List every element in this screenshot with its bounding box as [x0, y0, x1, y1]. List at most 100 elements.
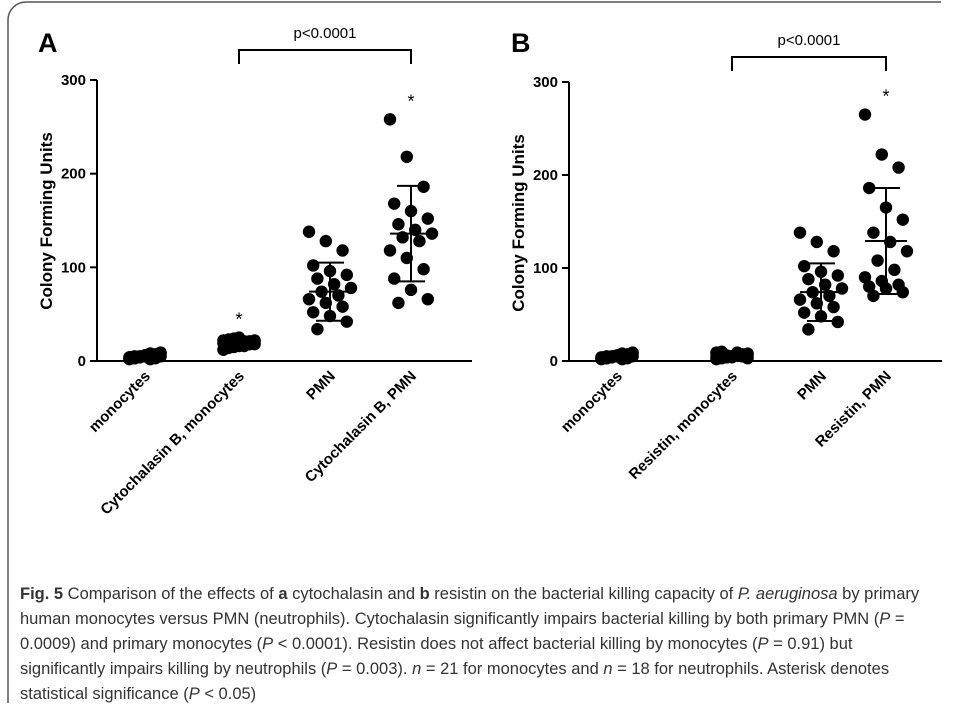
- data-point: [827, 300, 840, 314]
- data-point: [900, 245, 914, 258]
- caption-p-symbol: P: [188, 685, 200, 703]
- y-tick-label: 100: [61, 259, 86, 276]
- y-axis-title-a: Colony Forming Units: [37, 132, 56, 310]
- data-point: [404, 283, 418, 297]
- data-point: [311, 272, 324, 285]
- y-tick-label: 0: [550, 353, 558, 370]
- y-tick-label: 100: [533, 260, 558, 277]
- category-labels-b: monocytes Resistin, monocytes PMNResistin,…: [558, 368, 895, 483]
- caption-p-value: = 0.003).: [337, 660, 413, 678]
- significance-bracket-b: p<0.0001: [731, 32, 887, 71]
- caption-p-symbol: P: [326, 660, 338, 678]
- significance-bracket-a: p<0.0001: [238, 25, 412, 64]
- caption-panel-a-ref: a: [278, 585, 288, 603]
- y-tick-label: 200: [533, 167, 558, 184]
- caption-p-value: < 0.05): [199, 685, 257, 703]
- data-point: [793, 226, 807, 239]
- data-point: [307, 306, 320, 319]
- caption-n-symbol: n: [603, 660, 613, 678]
- data-point: [858, 108, 872, 121]
- significance-label: p<0.0001: [778, 32, 841, 49]
- data-point: [827, 245, 840, 258]
- data-point: [388, 272, 401, 285]
- caption-text-3: resistin on the bacterial killing capaci…: [429, 585, 738, 603]
- data-point: [319, 234, 332, 248]
- y-ticks-b: 0 100 200 300: [533, 74, 569, 370]
- significance-bracket-line: [238, 49, 412, 64]
- data-point: [340, 315, 353, 328]
- data-point: [892, 161, 905, 174]
- caption-fig-label: Fig. 5: [20, 585, 64, 603]
- category-label: Resistin, monocytes: [626, 368, 741, 483]
- data-point: [400, 150, 413, 164]
- y-ticks-a: 0 100 200 300: [61, 72, 97, 370]
- caption-p-symbol: P: [879, 610, 891, 628]
- data-point: [863, 280, 876, 293]
- data-point: [875, 148, 888, 161]
- data-point: [798, 259, 811, 273]
- data-point: [831, 269, 844, 282]
- data-point: [858, 271, 872, 284]
- frame-border: [7, 1, 941, 703]
- caption-n-value: = 21 for monocytes and: [421, 660, 604, 678]
- panel-letter-a: A: [38, 28, 58, 58]
- caption-p-value: = 0.91) but significantly impairs killin…: [20, 635, 853, 678]
- significance-star: *: [407, 91, 414, 111]
- data-point: [798, 306, 811, 319]
- category-label: monocytes: [86, 368, 154, 436]
- caption-text-4: by primary human monocytes versus PMN (n…: [20, 585, 920, 628]
- caption-p-value: < 0.0001). Resistin does not affect bact…: [273, 635, 758, 653]
- data-point: [383, 113, 397, 126]
- caption-p-symbol: P: [262, 635, 274, 653]
- y-tick-label: 300: [533, 74, 558, 91]
- data-point: [810, 297, 823, 310]
- data-point: [421, 212, 434, 225]
- data-point: [802, 272, 815, 286]
- error-bars-b: [596, 187, 907, 360]
- category-label: monocytes: [558, 368, 626, 436]
- y-axis-title-b: Colony Forming Units: [509, 134, 528, 312]
- caption-p-value: = 0.0009) and primary monocytes (: [20, 610, 905, 653]
- caption-n-symbol: n: [412, 660, 422, 678]
- data-point: [871, 254, 884, 267]
- data-point: [417, 263, 430, 276]
- data-point: [336, 244, 349, 257]
- significance-star: *: [235, 310, 242, 330]
- panel-letter-b: B: [511, 28, 531, 58]
- stars-a: **: [235, 91, 414, 329]
- data-point: [383, 244, 397, 257]
- data-point: [307, 259, 320, 272]
- data-point: [867, 289, 880, 303]
- y-tick-label: 200: [61, 166, 86, 183]
- category-label: PMN: [303, 368, 339, 404]
- points-a: [123, 113, 439, 366]
- significance-bracket-line: [731, 56, 887, 71]
- caption-p-symbol: P: [757, 635, 769, 653]
- data-point: [319, 296, 332, 310]
- data-point: [831, 315, 844, 329]
- data-point: [421, 292, 434, 306]
- data-point: [896, 213, 909, 226]
- data-point: [810, 235, 823, 249]
- data-point: [867, 226, 880, 239]
- data-point: [863, 181, 876, 195]
- data-point: [793, 293, 807, 306]
- data-point: [302, 225, 316, 238]
- data-point: [302, 292, 316, 306]
- significance-star: *: [882, 87, 889, 107]
- y-tick-label: 300: [61, 72, 86, 89]
- points-b: [595, 108, 914, 366]
- data-point: [896, 285, 909, 299]
- caption-species-genus: P.: [737, 585, 752, 603]
- data-point: [340, 268, 353, 282]
- error-bars-a: [124, 184, 432, 360]
- data-point: [336, 300, 349, 313]
- stars-b: *: [882, 87, 889, 107]
- caption-text-1: Comparison of the effects of: [63, 585, 279, 603]
- caption-text-2: cytochalasin and: [287, 585, 420, 603]
- data-point: [819, 278, 832, 291]
